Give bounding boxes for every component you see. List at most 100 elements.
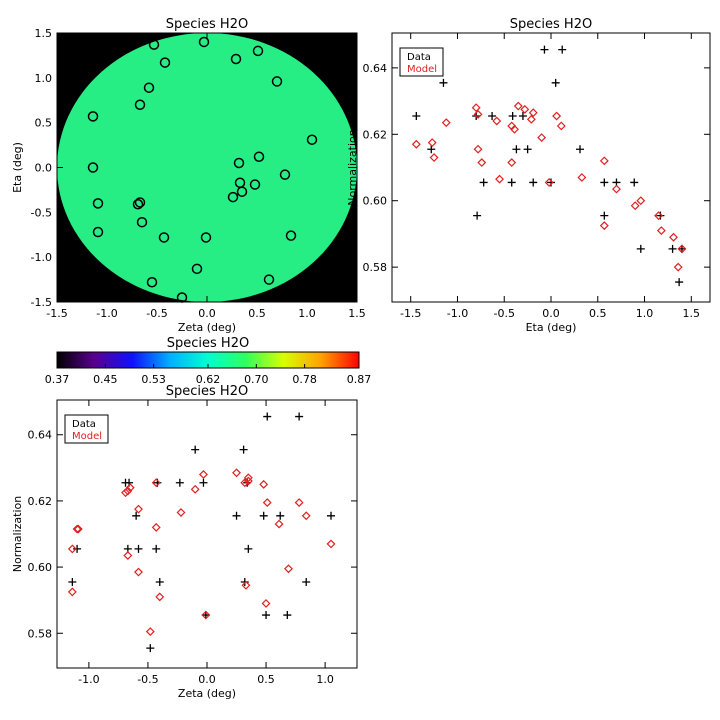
eta-data-point (636, 244, 645, 253)
map-point-marker (148, 39, 160, 50)
eta-data-point (668, 244, 677, 253)
colorbar-tick-label: 0.78 (292, 373, 317, 386)
eta-data-point (473, 211, 482, 220)
eta-y-axis-label: Normalization (346, 129, 359, 205)
zeta-y-tick-label: 0.62 (28, 495, 53, 508)
map-point-marker (87, 111, 99, 122)
eta-model-point (656, 226, 666, 236)
eta-data-point (558, 45, 567, 54)
zeta-data-point (132, 511, 141, 520)
eta-model-point (636, 196, 646, 206)
eta-legend-model: Model (407, 64, 437, 75)
zeta-data-point (259, 511, 268, 520)
eta-series-model (411, 101, 687, 272)
zeta-model-point (145, 627, 155, 637)
eta-data-point (600, 211, 609, 220)
map-point-marker (92, 198, 104, 209)
eta-model-point (544, 177, 554, 187)
zeta-data-point (262, 611, 271, 620)
eta-data-point (551, 78, 560, 87)
zeta-x-tick-label: 0.5 (257, 673, 275, 686)
map-point-marker (159, 57, 171, 68)
map-y-axis-label: Eta (deg) (11, 142, 24, 193)
zeta-model-point (125, 483, 135, 493)
zeta-model-point (199, 469, 208, 479)
eta-model-point (507, 158, 517, 167)
map-axes: Species H2O -1.5 -1.0 -0.5 0.0 0.5 1.0 1.5 -1.5 -… (11, 17, 366, 334)
map-point-marker (263, 274, 275, 285)
eta-data-point (547, 178, 555, 187)
zeta-model-point (134, 504, 143, 514)
map-point-marker (253, 151, 265, 162)
eta-y-tick-label: 0.64 (363, 62, 388, 75)
eta-data-point (523, 145, 532, 154)
colorbar-tick-label: 0.87 (347, 373, 372, 386)
map-points (87, 36, 318, 303)
eta-model-point (677, 244, 687, 254)
map-y-tick-label: 0.5 (35, 117, 53, 130)
zeta-model-point (176, 508, 186, 517)
eta-model-point (495, 174, 505, 184)
colorbar-tick-label: 0.53 (141, 373, 166, 386)
eta-data-point (439, 78, 448, 87)
zeta-data-point (239, 445, 248, 454)
zeta-data-point (201, 611, 210, 620)
zeta-model-point (232, 468, 241, 478)
zeta-legend-model: Model (72, 431, 102, 442)
eta-y-tick-label: 0.60 (363, 195, 388, 208)
eta-model-point (552, 111, 562, 121)
eta-model-point (537, 133, 547, 143)
eta-model-point (528, 108, 538, 118)
map-x-tick-label: -0.5 (146, 307, 167, 320)
eta-data-point (412, 112, 421, 121)
map-point-marker (134, 197, 146, 208)
eta-data-point (575, 145, 584, 154)
colorbar-tick-label: 0.70 (244, 373, 269, 386)
zeta-data-point (191, 445, 200, 454)
zeta-model-point (134, 567, 143, 577)
map-point-marker (279, 169, 291, 180)
eta-data-point (512, 145, 521, 154)
zeta-data-point (295, 412, 304, 421)
map-point-marker (249, 179, 261, 190)
eta-model-point (526, 114, 536, 124)
zeta-data-point (327, 511, 336, 520)
zeta-data-point (199, 478, 208, 487)
eta-model-point (599, 221, 609, 231)
eta-x-tick-label: 0.0 (542, 307, 560, 320)
zeta-series-model (67, 468, 336, 637)
colorbar-tick-label: 0.37 (45, 373, 70, 386)
eta-model-point (673, 262, 683, 272)
zeta-model-point (262, 498, 272, 508)
zeta-data-point (232, 511, 241, 520)
map-y-tick-label: 0.0 (35, 162, 53, 175)
zeta-model-point (121, 488, 130, 498)
zeta-model-point (243, 476, 253, 486)
eta-data-point (675, 278, 684, 287)
eta-y-tick-label: 0.58 (363, 261, 388, 274)
eta-data-point (600, 178, 609, 187)
eta-data-point (630, 178, 639, 187)
eta-model-point (630, 201, 640, 211)
zeta-x-tick-label: -1.0 (78, 673, 99, 686)
eta-model-point (427, 138, 437, 148)
eta-model-point (556, 121, 566, 131)
eta-model-point (492, 116, 502, 126)
eta-axes: Species H2O -1.5 -1.0 -0.5 0.0 0.5 1.0 1.5 0.58 0… (346, 17, 711, 334)
zeta-model-point (151, 522, 161, 532)
eta-x-tick-label: -0.5 (494, 307, 515, 320)
eta-x-tick-label: -1.0 (447, 307, 468, 320)
zeta-model-point (201, 610, 211, 620)
eta-model-point (669, 232, 678, 242)
zeta-model-point (274, 519, 284, 529)
zeta-legend-box (64, 414, 109, 444)
zeta-model-point (301, 511, 311, 521)
eta-chart-title: Species H2O (510, 17, 592, 32)
zeta-model-point (259, 479, 269, 489)
map-y-tick-label: 1.5 (35, 27, 53, 40)
eta-data-point (507, 178, 516, 187)
zeta-data-point (263, 412, 272, 421)
eta-data-point (508, 112, 517, 121)
